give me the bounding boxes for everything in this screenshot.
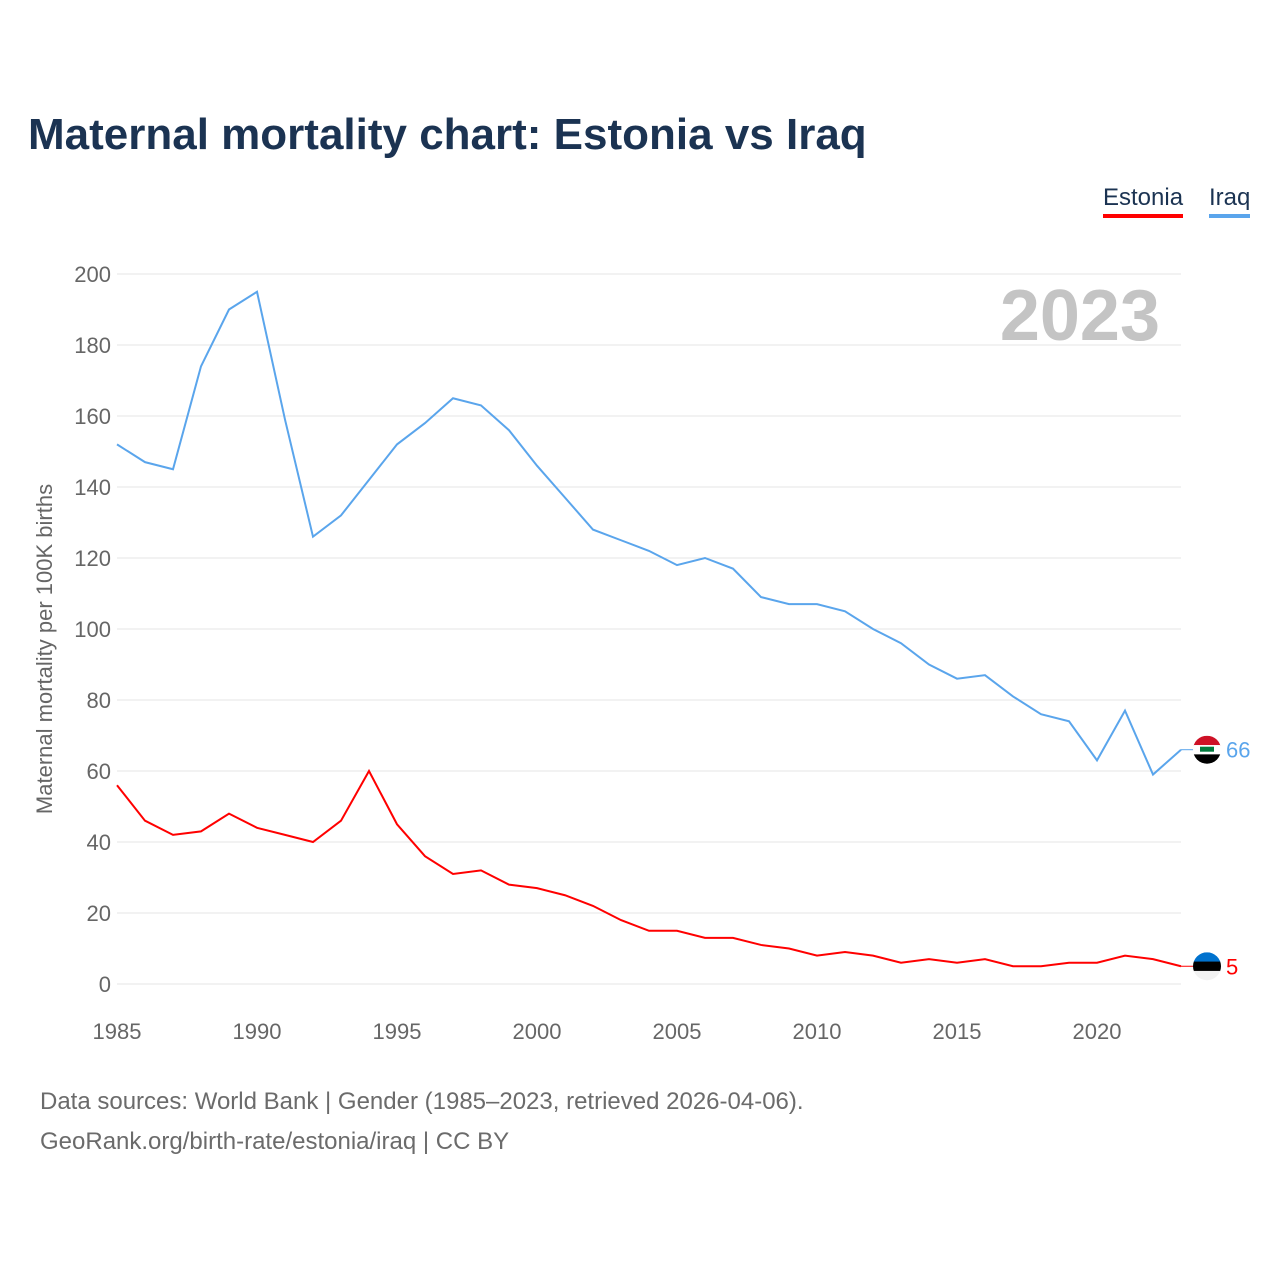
legend-iraq[interactable]: Iraq [1209,184,1251,218]
flag-iraq-icon [1200,746,1214,752]
y-axis-label: Maternal mortality per 100K births [32,484,57,814]
y-tick-label: 20 [87,901,111,926]
flag-iraq-icon [1193,754,1221,764]
source-link[interactable]: GeoRank.org/birth-rate/estonia/iraq | CC… [40,1128,510,1155]
y-tick-label: 140 [74,475,111,500]
end-value-label: 5 [1226,954,1238,979]
flag-estonia-icon [1193,961,1221,972]
year-label: 2023 [1000,276,1160,356]
y-tick-label: 180 [74,333,111,358]
x-tick-label: 1995 [373,1019,422,1044]
x-tick-label: 1990 [233,1019,282,1044]
x-tick-label: 1985 [93,1019,142,1044]
legend-estonia[interactable]: Estonia [1103,184,1184,218]
x-tick-label: 2020 [1073,1019,1122,1044]
y-tick-label: 80 [87,688,111,713]
series-line-iraq [116,290,1182,777]
x-tick-label: 2015 [933,1019,982,1044]
y-tick-label: 60 [87,759,111,784]
y-tick-label: 0 [99,972,111,997]
x-tick-label: 2000 [513,1019,562,1044]
chart-title: Maternal mortality chart: Estonia vs Ira… [28,110,867,159]
y-tick-label: 200 [74,262,111,287]
source-note: Data sources: World Bank | Gender (1985–… [40,1088,804,1115]
y-tick-label: 120 [74,546,111,571]
y-tick-label: 40 [87,830,111,855]
flag-estonia-icon [1193,970,1221,981]
y-tick-label: 100 [74,617,111,642]
x-tick-label: 2010 [793,1019,842,1044]
flag-iraq-icon [1193,735,1221,746]
flag-estonia-icon [1193,952,1221,963]
y-tick-label: 160 [74,404,111,429]
series-line-estonia [116,768,1182,968]
x-tick-label: 2005 [653,1019,702,1044]
end-value-label: 66 [1226,738,1250,763]
